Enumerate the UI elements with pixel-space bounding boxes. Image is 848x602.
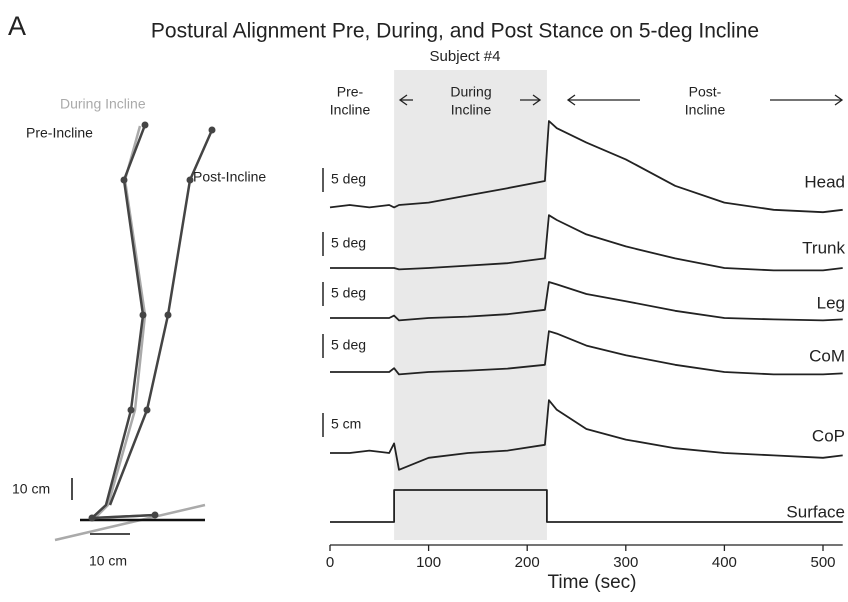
title: Postural Alignment Pre, During, and Post… [151, 20, 759, 43]
arrow-head [834, 94, 844, 106]
trace [330, 330, 843, 376]
pre-label: Pre-Incline [26, 125, 93, 141]
x-tick-label: 300 [613, 554, 638, 571]
time-series: Pre- Incline During Incline Post- Incline Head… [322, 70, 845, 593]
scale-label: 10 cm [89, 553, 127, 569]
post-label: Post-Incline [193, 169, 266, 185]
scale-label: 10 cm [12, 481, 50, 497]
x-axis-label: Time (sec) [547, 572, 636, 593]
trace-label: Head [804, 172, 845, 191]
during-label: During Incline [60, 96, 146, 112]
phase-label: Incline [330, 102, 371, 118]
phase-label: Incline [451, 102, 492, 118]
x-tick-label: 400 [712, 554, 737, 571]
scale-label: 5 deg [331, 171, 366, 187]
phase-label: During [450, 84, 491, 100]
arrow-head [532, 94, 542, 106]
panel-label: A [8, 11, 26, 41]
trace-label: Trunk [802, 238, 845, 257]
x-tick-label: 200 [515, 554, 540, 571]
x-tick-label: 100 [416, 554, 441, 571]
trace [330, 489, 843, 523]
phase-label: Post- [689, 84, 722, 100]
phase-label: Pre- [337, 84, 364, 100]
joints [88, 121, 216, 522]
arrow-head [566, 94, 576, 106]
incline-surface [54, 503, 206, 542]
trace [330, 399, 843, 471]
stick-figure [54, 121, 216, 542]
scale-label: 5 cm [331, 416, 361, 432]
trace-label: Surface [786, 502, 845, 521]
scale-label: 5 deg [331, 285, 366, 301]
x-tick-label: 500 [810, 554, 835, 571]
scale-label: 5 deg [331, 235, 366, 251]
trace-label: Leg [817, 293, 845, 312]
incline-shade [394, 70, 547, 540]
subtitle: Subject #4 [430, 48, 501, 65]
trace-label: CoP [812, 426, 845, 445]
x-tick-label: 0 [326, 554, 334, 571]
trace-label: CoM [809, 346, 845, 365]
scale-label: 5 deg [331, 337, 366, 353]
trace [330, 214, 843, 272]
trace [330, 281, 843, 322]
phase-label: Incline [685, 102, 726, 118]
arrow-head [398, 94, 408, 106]
trace [329, 120, 843, 214]
